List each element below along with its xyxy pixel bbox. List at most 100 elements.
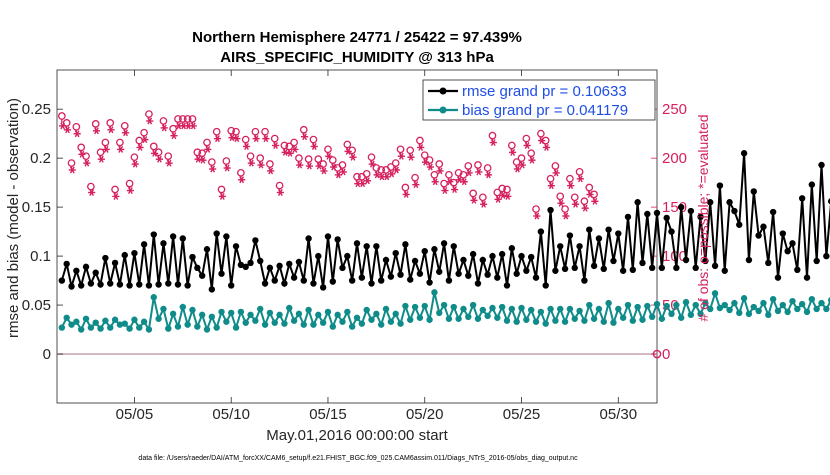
rmse-series-point [518, 252, 525, 260]
rmse-series-point [73, 267, 80, 274]
rmse-series-point [286, 260, 293, 268]
bias-series-point [208, 313, 216, 321]
rmse-series-point [484, 271, 491, 278]
rmse-series-point [745, 256, 753, 264]
rmse-series-point [276, 262, 283, 270]
rmse-series-point [813, 257, 820, 265]
bias-series-point [789, 297, 796, 305]
rmse-series-point [798, 195, 806, 202]
rmse-series-point [377, 277, 385, 284]
rmse-series-point [823, 252, 830, 260]
rmse-series-point [668, 228, 675, 235]
rmse-series-point [242, 263, 249, 271]
obs-evaluated-marker [504, 192, 512, 200]
bias-series-point [552, 317, 559, 324]
bias-series-point [334, 311, 341, 319]
rmse-series-point [344, 252, 351, 260]
rmse-series-point [160, 240, 167, 247]
y-tick-label-right: 200 [662, 150, 687, 167]
bias-series-point [760, 299, 767, 307]
bias-series-point [576, 307, 583, 315]
obs-evaluated-marker [334, 171, 343, 179]
bias-series-point [653, 300, 661, 308]
bias-series-point [407, 316, 414, 323]
bias-series-point [803, 308, 811, 316]
bias-series-point [107, 324, 114, 331]
bias-series-point [677, 314, 685, 321]
rmse-series-point [411, 257, 419, 265]
bias-series-point [136, 324, 143, 331]
bias-series-point [353, 314, 361, 321]
obs-evaluated-marker [542, 143, 551, 151]
obs-evaluated-marker [305, 162, 314, 170]
obs-evaluated-marker [407, 153, 415, 161]
rmse-series-point [116, 281, 124, 288]
bias-series-point [755, 307, 762, 315]
rmse-series-point [140, 241, 148, 248]
bias-series-point [290, 317, 298, 324]
obs-evaluated-marker [155, 155, 164, 163]
bias-series-point [644, 302, 651, 310]
obs-evaluated-marker [446, 178, 454, 186]
rmse-series-point [82, 263, 90, 271]
obs-possible-marker [377, 166, 386, 174]
bias-series-point [566, 305, 574, 313]
bias-series-point [537, 308, 545, 316]
rmse-series-point [498, 250, 506, 258]
bias-series-point [92, 319, 99, 326]
legend-bias-label: bias grand pr = 0.041179 [462, 102, 628, 119]
x-tick-label: 05/30 [600, 406, 638, 423]
bias-series-point [494, 314, 501, 321]
obs-evaluated-marker [97, 155, 105, 163]
bias-series-point [663, 302, 670, 310]
bias-series-point [344, 308, 351, 316]
rmse-series-point [198, 272, 206, 279]
obs-possible-marker [551, 162, 560, 170]
bias-series-point [711, 290, 719, 297]
rmse-series-point [348, 277, 356, 284]
rmse-series-point [571, 264, 578, 272]
bias-series-point [697, 310, 704, 318]
obs-evaluated-marker [276, 189, 284, 196]
rmse-series-point [455, 270, 462, 277]
obs-evaluated-marker [252, 135, 260, 143]
bias-series-point [397, 320, 404, 327]
y-tick-label-right: 0 [662, 346, 670, 363]
bias-series-point [358, 320, 366, 327]
obs-evaluated-marker [88, 189, 96, 196]
rmse-series-point [310, 280, 317, 287]
rmse-series-point [750, 188, 757, 195]
rmse-series-point [174, 281, 182, 288]
rmse-series-point [460, 256, 467, 264]
obs-evaluated-marker [291, 145, 299, 153]
bias-series-point [150, 294, 157, 301]
bias-series-point [252, 317, 259, 324]
bias-series-point [610, 319, 617, 326]
obs-possible-marker [304, 155, 313, 163]
obs-evaluated-marker [441, 187, 449, 195]
bias-series-point [348, 323, 356, 330]
obs-evaluated-marker [238, 176, 246, 184]
rmse-series-point [290, 274, 298, 281]
rmse-series-point [136, 281, 143, 288]
rmse-series-point [315, 252, 322, 260]
bias-series-point [68, 321, 75, 328]
bias-series-point [455, 315, 462, 322]
plot-frame [56, 69, 658, 404]
bias-series-point [392, 310, 399, 318]
rmse-series-point [615, 230, 622, 237]
rmse-series-point [581, 277, 588, 284]
y-axis-label-right: # of obs: o=possible; *=evaluated [695, 114, 711, 321]
obs-evaluated-marker [223, 164, 231, 172]
rmse-series-point [765, 259, 772, 267]
bias-series-point [121, 320, 128, 327]
rmse-series-point [619, 267, 627, 274]
obs-evaluated-marker [78, 150, 86, 158]
obs-evaluated-marker [146, 117, 154, 125]
bias-series-point [431, 289, 438, 296]
bias-series-point [111, 316, 119, 323]
rmse-series-point [97, 281, 104, 288]
bias-series-point [213, 324, 220, 331]
obs-possible-marker [343, 140, 352, 149]
